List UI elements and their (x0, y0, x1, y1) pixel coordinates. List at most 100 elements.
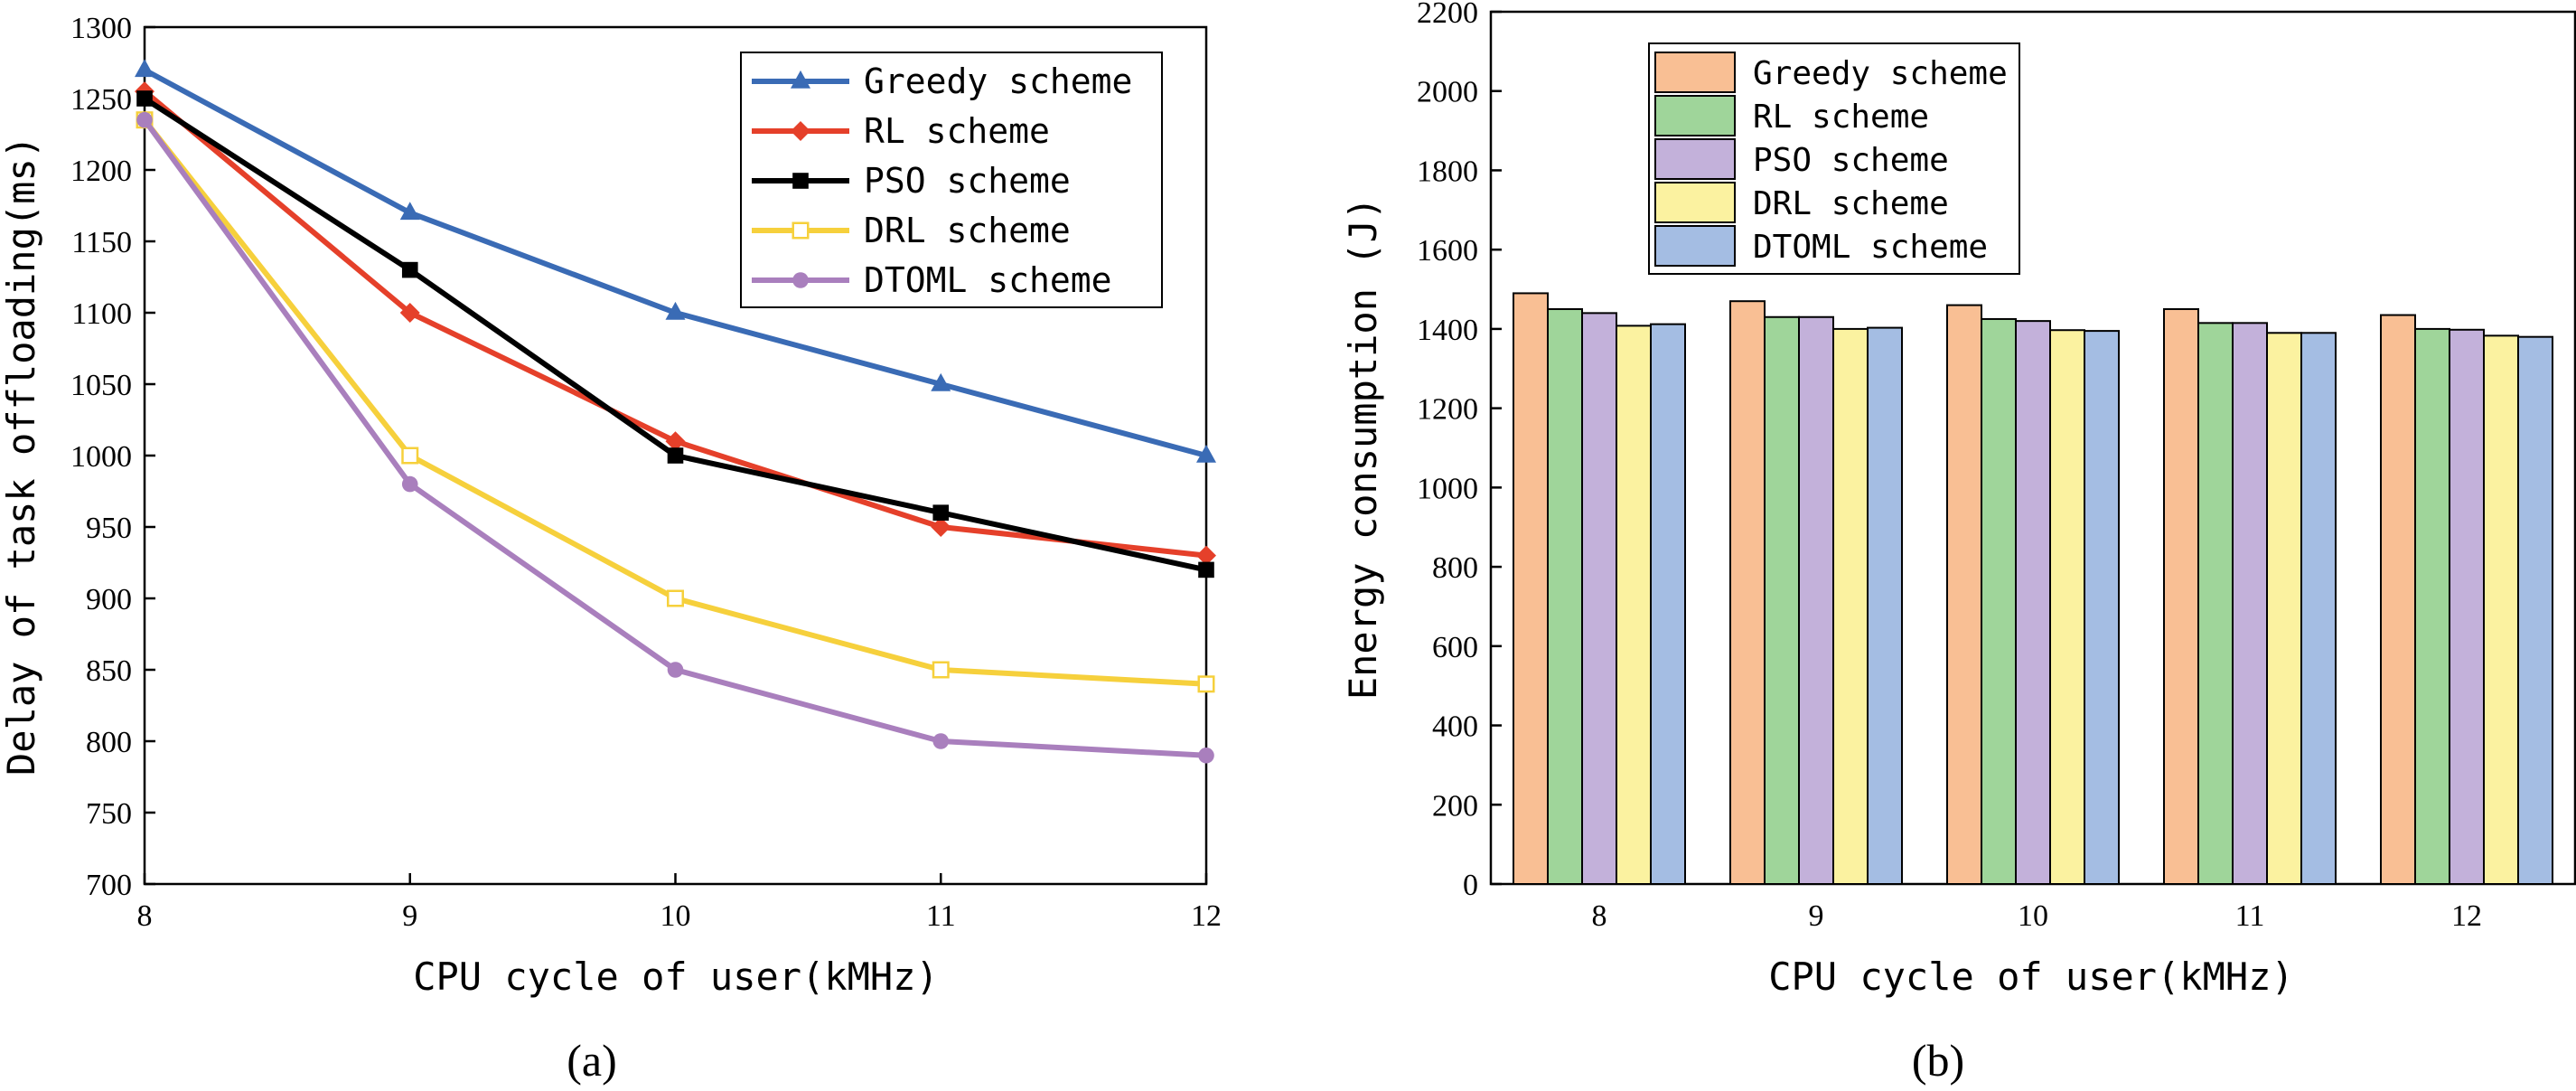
legend-marker-drl-scheme (792, 221, 810, 240)
bar-greedy-scheme-9 (1729, 300, 1766, 886)
bar-drl-scheme-10 (2049, 329, 2085, 886)
panel-b-y-tick-label: 400 (1432, 710, 1478, 744)
panel-a-y-tick-label: 1050 (70, 369, 132, 402)
panel-b-bar-chart: 0 200 400 600 800 1000 1200 1400 1600 1800 2000 220… (1341, 0, 2576, 1086)
legend-label-pso-scheme: PSO scheme (864, 161, 1071, 201)
legend-item-greedy-scheme: Greedy scheme (752, 61, 1132, 101)
bar-dtoml-scheme-10 (2084, 330, 2120, 885)
legend-item-b-greedy-scheme: Greedy scheme (1654, 52, 2008, 93)
bar-dtoml-scheme-11 (2300, 332, 2337, 885)
panel-a-y-tick-label: 900 (86, 583, 132, 616)
panel-b-y-tick-label: 1000 (1417, 472, 1478, 505)
bar-pso-scheme-10 (2015, 320, 2051, 885)
bar-drl-scheme-11 (2266, 332, 2302, 885)
legend-item-rl-scheme: RL scheme (752, 111, 1050, 151)
data-point-pso-scheme (667, 447, 684, 464)
panel-b-y-tick-label: 0 (1463, 869, 1478, 902)
bar-rl-scheme-9 (1764, 315, 1800, 885)
series-dtoml-scheme (136, 111, 1214, 764)
data-point-pso-scheme (1198, 561, 1214, 578)
bar-pso-scheme-8 (1581, 312, 1617, 885)
data-point-dtoml-scheme (932, 733, 950, 749)
panel-a-y-tick-label: 1150 (71, 226, 132, 259)
panel-b-y-tick-label: 1800 (1417, 155, 1478, 188)
legend-item-b-dtoml-scheme: DTOML scheme (1654, 225, 1988, 267)
data-point-greedy-scheme (1196, 444, 1216, 463)
panel-a-y-tick-label: 850 (86, 654, 132, 688)
legend-swatch-greedy-scheme (1654, 52, 1736, 93)
panel-a-x-tick-label: 11 (926, 899, 956, 933)
bar-pso-scheme-12 (2449, 328, 2485, 885)
panel-b-caption: (b) (1912, 1035, 1964, 1086)
data-point-rl-scheme (1196, 545, 1216, 566)
data-point-drl-scheme (1197, 675, 1215, 693)
panel-b-y-tick-label: 1200 (1417, 393, 1478, 427)
data-point-pso-scheme (932, 504, 950, 521)
panel-a-y-tick-label: 800 (86, 726, 132, 759)
panel-a-line-chart: 700 750 800 850 900 950 1000 1050 1100 1150 1200 12… (0, 12, 1222, 1086)
panel-a-x-tick-label: 9 (402, 899, 417, 933)
bar-dtoml-scheme-9 (1867, 326, 1903, 885)
data-point-rl-scheme (665, 431, 686, 452)
data-point-dtoml-scheme (1198, 748, 1214, 764)
bar-pso-scheme-9 (1798, 315, 1834, 885)
panel-b-y-tick-label: 1400 (1417, 314, 1478, 347)
panel-a-x-tick-label: 10 (660, 899, 691, 933)
panel-b-x-axis-label: CPU cycle of user(kMHz) (1768, 955, 2294, 999)
bar-rl-scheme-10 (1981, 317, 2017, 885)
legend-swatch-rl-scheme (1654, 95, 1736, 136)
legend-swatch-dtoml-scheme (1654, 225, 1736, 267)
data-point-pso-scheme (401, 261, 418, 278)
panel-a-y-tick-label: 1250 (70, 83, 132, 117)
panel-a-y-tick-label: 1100 (71, 297, 132, 331)
panel-a-x-tick-label: 8 (137, 899, 153, 933)
legend-marker-rl-scheme (791, 121, 810, 141)
panel-b-y-tick-label: 600 (1432, 631, 1478, 664)
legend-label-greedy-scheme: Greedy scheme (864, 61, 1132, 101)
bar-dtoml-scheme-12 (2517, 335, 2553, 885)
data-point-pso-scheme (136, 90, 153, 107)
series-rl-scheme (135, 81, 1216, 566)
bar-greedy-scheme-11 (2163, 307, 2199, 885)
panel-a-y-tick-label: 1200 (70, 155, 132, 188)
panel-a-y-axis-label: Delay of task offloading(ms) (0, 136, 43, 776)
data-point-rl-scheme (399, 303, 420, 323)
legend-label-b-greedy-scheme: Greedy scheme (1753, 55, 2008, 92)
panel-a-y-tick-label: 1300 (70, 12, 132, 45)
legend-label-b-pso-scheme: PSO scheme (1753, 142, 1949, 179)
bar-dtoml-scheme-8 (1650, 323, 1686, 885)
series-greedy-scheme (135, 59, 1216, 463)
bar-rl-scheme-12 (2414, 327, 2450, 885)
legend-item-pso-scheme: PSO scheme (752, 161, 1071, 201)
legend-item-b-pso-scheme: PSO scheme (1654, 138, 1949, 180)
panel-b-x-tick-label: 9 (1809, 899, 1824, 933)
bar-pso-scheme-11 (2232, 322, 2268, 886)
bar-greedy-scheme-12 (2380, 314, 2416, 885)
legend-label-b-dtoml-scheme: DTOML scheme (1753, 229, 1988, 266)
bar-rl-scheme-8 (1547, 307, 1583, 885)
panel-a-y-tick-label: 700 (86, 869, 132, 902)
legend-marker-greedy-scheme (791, 70, 810, 89)
panel-a-legend: Greedy scheme RL scheme PSO scheme DRL sche… (740, 52, 1163, 308)
panel-b-x-tick-label: 12 (2451, 899, 2482, 933)
data-point-dtoml-scheme (136, 111, 153, 128)
panel-b-y-tick-label: 800 (1432, 551, 1478, 585)
data-point-dtoml-scheme (401, 475, 418, 493)
legend-marker-dtoml-scheme (792, 272, 809, 288)
panel-b-x-tick-label: 10 (2018, 899, 2048, 933)
series-pso-scheme (136, 90, 1214, 578)
panel-a-y-tick-label: 950 (86, 512, 132, 545)
data-point-drl-scheme (667, 589, 684, 607)
data-point-rl-scheme (931, 517, 951, 537)
panel-a-y-tick-label: 1000 (70, 440, 132, 474)
legend-marker-pso-scheme (792, 173, 809, 189)
panel-b-y-tick-label: 2000 (1417, 76, 1478, 109)
panel-a-x-axis-label: CPU cycle of user(kMHz) (413, 955, 939, 999)
legend-label-b-drl-scheme: DRL scheme (1753, 185, 1949, 222)
legend-label-b-rl-scheme: RL scheme (1753, 99, 1929, 136)
legend-swatch-drl-scheme (1654, 182, 1736, 223)
panel-b-x-tick-label: 8 (1592, 899, 1607, 933)
panel-b-x-tick-label: 11 (2235, 899, 2265, 933)
panel-b-y-tick-label: 200 (1432, 789, 1478, 823)
